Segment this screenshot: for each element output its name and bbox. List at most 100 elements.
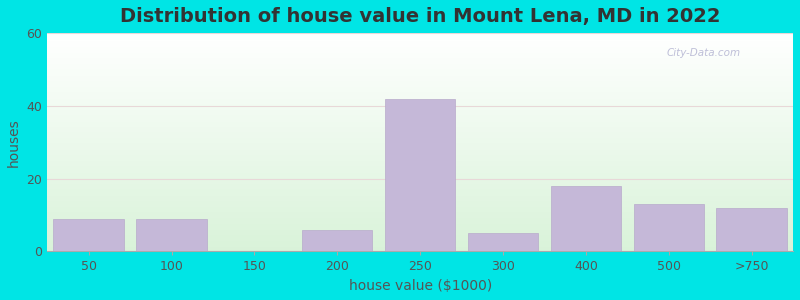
Bar xyxy=(47,120,793,122)
Bar xyxy=(54,219,124,251)
Bar xyxy=(47,177,793,178)
Bar xyxy=(47,241,793,242)
Bar xyxy=(47,105,793,106)
Bar xyxy=(47,193,793,194)
Bar xyxy=(47,189,793,190)
Bar xyxy=(717,208,787,251)
Bar xyxy=(47,248,793,249)
Bar xyxy=(47,34,793,35)
Bar xyxy=(47,182,793,183)
Bar xyxy=(47,225,793,226)
Bar xyxy=(47,56,793,57)
Bar xyxy=(47,65,793,66)
Bar xyxy=(47,59,793,60)
Bar xyxy=(47,77,793,78)
Bar xyxy=(47,67,793,68)
Bar xyxy=(47,106,793,107)
Bar xyxy=(47,129,793,130)
Bar xyxy=(47,221,793,222)
Bar xyxy=(47,237,793,238)
Bar xyxy=(47,227,793,229)
Bar xyxy=(47,226,793,227)
Bar xyxy=(47,113,793,114)
Bar xyxy=(47,150,793,151)
Bar xyxy=(47,176,793,177)
Bar xyxy=(47,211,793,212)
Bar xyxy=(47,197,793,198)
Bar xyxy=(302,230,373,251)
Bar xyxy=(47,238,793,239)
Bar xyxy=(47,174,793,175)
Bar xyxy=(385,99,455,251)
Bar xyxy=(47,239,793,241)
Bar xyxy=(47,91,793,92)
Title: Distribution of house value in Mount Lena, MD in 2022: Distribution of house value in Mount Len… xyxy=(120,7,720,26)
Bar xyxy=(47,181,793,182)
Bar xyxy=(47,127,793,128)
Bar xyxy=(47,155,793,157)
Bar xyxy=(47,102,793,103)
Bar xyxy=(47,149,793,150)
Bar xyxy=(47,125,793,126)
Bar xyxy=(47,38,793,40)
Bar xyxy=(47,186,793,187)
Bar xyxy=(47,198,793,199)
X-axis label: house value ($1000): house value ($1000) xyxy=(349,279,492,293)
Bar xyxy=(47,178,793,179)
Bar xyxy=(47,201,793,202)
Bar xyxy=(47,84,793,86)
Bar xyxy=(47,247,793,248)
Bar xyxy=(47,100,793,101)
Bar xyxy=(47,69,793,70)
Bar xyxy=(47,217,793,218)
Text: City-Data.com: City-Data.com xyxy=(666,48,740,58)
Bar xyxy=(47,88,793,89)
Bar xyxy=(47,153,793,154)
Bar xyxy=(47,210,793,211)
Bar xyxy=(47,136,793,137)
Bar xyxy=(47,231,793,232)
Bar xyxy=(47,126,793,127)
Bar xyxy=(47,203,793,205)
Bar xyxy=(47,215,793,217)
Bar xyxy=(47,187,793,188)
Bar xyxy=(47,57,793,58)
Bar xyxy=(47,220,793,221)
Y-axis label: houses: houses xyxy=(7,118,21,166)
Bar xyxy=(47,117,793,118)
Bar xyxy=(47,111,793,112)
Bar xyxy=(47,223,793,224)
Bar xyxy=(47,194,793,195)
Bar xyxy=(47,167,793,169)
Bar xyxy=(47,234,793,235)
Bar xyxy=(47,95,793,96)
Bar xyxy=(47,108,793,110)
Bar xyxy=(47,169,793,170)
Bar xyxy=(47,58,793,59)
Bar xyxy=(47,171,793,172)
Bar xyxy=(47,191,793,193)
Bar xyxy=(47,62,793,64)
Bar xyxy=(47,99,793,100)
Bar xyxy=(47,47,793,48)
Bar xyxy=(47,92,793,93)
Bar xyxy=(47,48,793,50)
Bar xyxy=(47,110,793,111)
Bar xyxy=(136,219,206,251)
Bar xyxy=(47,139,793,140)
Bar xyxy=(47,81,793,82)
Bar xyxy=(47,243,793,244)
Bar xyxy=(47,35,793,36)
Bar xyxy=(47,74,793,75)
Bar xyxy=(47,131,793,132)
Bar xyxy=(47,246,793,247)
Bar xyxy=(47,53,793,54)
Bar xyxy=(47,154,793,155)
Bar xyxy=(47,169,793,171)
Bar xyxy=(47,79,793,80)
Bar xyxy=(47,101,793,102)
Bar xyxy=(47,82,793,83)
Bar xyxy=(47,164,793,165)
Bar xyxy=(47,89,793,90)
Bar xyxy=(47,219,793,220)
